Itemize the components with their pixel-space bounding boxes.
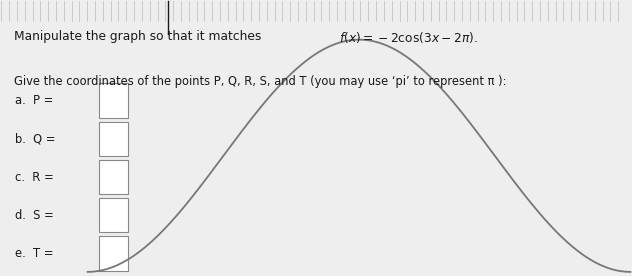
Text: d.  S =: d. S = (15, 209, 54, 222)
Text: Give the coordinates of the points P, Q, R, S, and T (you may use ‘pi’ to repres: Give the coordinates of the points P, Q,… (14, 75, 506, 88)
FancyBboxPatch shape (99, 122, 128, 156)
Text: b.  Q =: b. Q = (15, 132, 56, 145)
FancyBboxPatch shape (99, 236, 128, 270)
FancyBboxPatch shape (99, 198, 128, 232)
Text: $f(x) = -2\cos(3x - 2\pi).$: $f(x) = -2\cos(3x - 2\pi).$ (339, 30, 478, 45)
Text: e.  T =: e. T = (15, 247, 54, 260)
Text: Manipulate the graph so that it matches: Manipulate the graph so that it matches (14, 30, 265, 43)
FancyBboxPatch shape (99, 83, 128, 118)
Text: c.  R =: c. R = (15, 171, 54, 184)
FancyBboxPatch shape (99, 160, 128, 194)
Text: a.  P =: a. P = (15, 94, 53, 107)
